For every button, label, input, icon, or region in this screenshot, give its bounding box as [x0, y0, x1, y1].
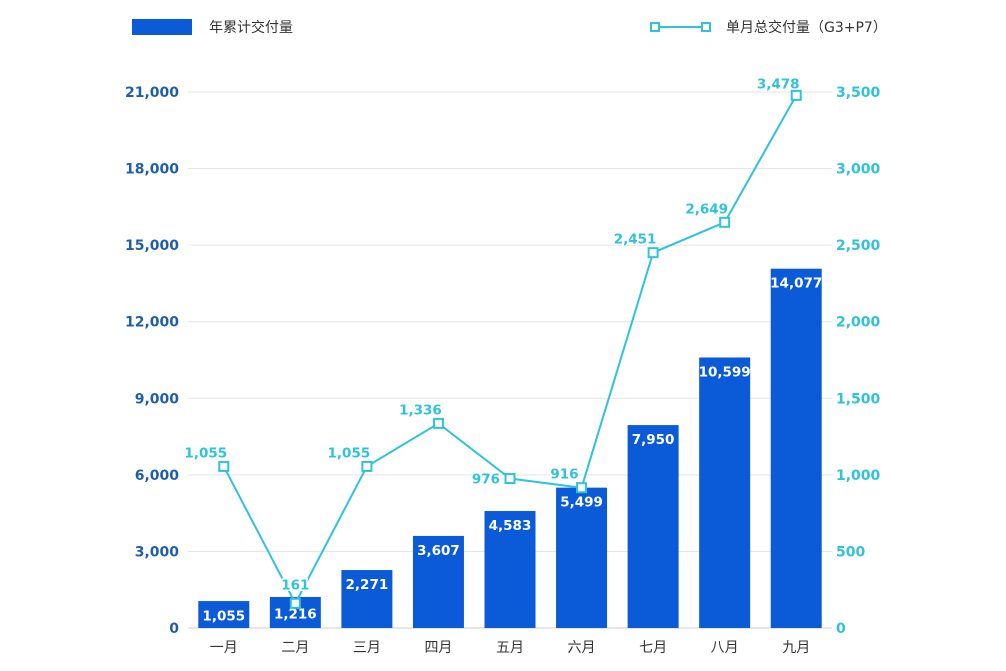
legend-bar-swatch	[132, 19, 192, 35]
bar-value-label: 5,499	[560, 495, 603, 511]
bar-value-label: 1,055	[202, 609, 245, 625]
line-series: 1,055 161 1,055 1,336 976 916 2,451 2,649 3,478	[183, 75, 802, 609]
line-value-label: 916	[550, 467, 578, 483]
left-tick-label: 3,000	[135, 544, 180, 560]
left-tick-label: 15,000	[125, 238, 179, 254]
right-tick-label: 3,000	[836, 162, 881, 178]
line-point-marker[interactable]	[504, 473, 516, 485]
line-point-marker[interactable]	[432, 417, 444, 429]
right-y-axis: 0 500 1,000 1,500 2,000 2,500 3,000 3,500	[836, 85, 881, 637]
left-tick-label: 6,000	[135, 468, 180, 484]
bar-value-label: 10,599	[699, 364, 751, 380]
bar-value-label: 7,950	[632, 432, 675, 448]
bar-series: 1,055 1,216 2,271 3,607 4,583 5,499 7,950 10,59…	[198, 268, 822, 628]
legend-line-marker-right	[701, 22, 711, 32]
right-tick-label: 0	[836, 621, 846, 637]
legend-bar-label: 年累计交付量	[209, 19, 293, 36]
bar-value-label: 4,583	[489, 518, 532, 534]
category-label: 三月	[353, 640, 381, 656]
line-value-label: 2,451	[614, 232, 657, 248]
line-value-label: 2,649	[685, 201, 728, 217]
line-point-marker[interactable]	[647, 247, 659, 259]
line-value-label: 161	[281, 577, 309, 593]
line-point-marker[interactable]	[576, 482, 588, 494]
category-label: 七月	[639, 640, 667, 656]
line-value-label: 1,336	[399, 402, 442, 418]
left-tick-label: 18,000	[125, 162, 179, 178]
line-point-marker[interactable]	[719, 216, 731, 228]
line-value-label: 1,055	[328, 445, 371, 461]
line-value-label: 1,055	[184, 445, 227, 461]
legend-item-bar[interactable]: 年累计交付量	[132, 19, 293, 36]
line-point-marker[interactable]	[361, 460, 373, 472]
right-tick-label: 500	[836, 544, 865, 560]
left-y-axis: 0 3,000 6,000 9,000 12,000 15,000 18,000 21,000	[125, 85, 179, 637]
bar-value-label: 14,077	[770, 276, 822, 292]
bar[interactable]	[341, 570, 393, 628]
bar[interactable]	[484, 511, 536, 628]
bar[interactable]	[770, 268, 822, 628]
left-tick-label: 12,000	[125, 315, 179, 331]
line-point-marker[interactable]	[289, 597, 301, 609]
x-axis: 一月 二月 三月 四月 五月 六月 七月 八月 九月	[210, 640, 810, 656]
right-tick-label: 2,000	[836, 315, 881, 331]
category-label: 四月	[424, 640, 452, 656]
legend: 年累计交付量 单月总交付量（G3+P7）	[132, 19, 887, 36]
bar[interactable]	[556, 487, 608, 628]
bar-value-label: 1,216	[274, 606, 317, 622]
line-point-marker[interactable]	[790, 89, 802, 101]
bar[interactable]	[627, 425, 679, 628]
category-label: 六月	[568, 640, 596, 656]
left-tick-label: 21,000	[125, 85, 179, 101]
line-value-label: 3,478	[757, 76, 800, 92]
left-tick-label: 0	[169, 621, 179, 637]
right-tick-label: 1,000	[836, 468, 881, 484]
line-value-label: 976	[472, 472, 500, 488]
bar[interactable]	[699, 357, 751, 628]
bar[interactable]	[198, 601, 250, 628]
right-tick-label: 1,500	[836, 391, 881, 407]
right-tick-label: 3,500	[836, 85, 881, 101]
legend-line-marker-left	[650, 22, 660, 32]
category-label: 五月	[496, 640, 524, 656]
category-label: 八月	[711, 640, 739, 656]
bar[interactable]	[412, 535, 464, 628]
grid	[188, 91, 832, 629]
category-label: 二月	[281, 640, 309, 656]
left-tick-label: 9,000	[135, 391, 180, 407]
bar-value-label: 2,271	[346, 577, 389, 593]
legend-line-label: 单月总交付量（G3+P7）	[726, 19, 887, 36]
line-point-marker[interactable]	[218, 460, 230, 472]
category-label: 九月	[782, 640, 810, 656]
right-tick-label: 2,500	[836, 238, 881, 254]
bar-value-label: 3,607	[417, 543, 460, 559]
category-label: 一月	[210, 640, 238, 656]
legend-item-line[interactable]: 单月总交付量（G3+P7）	[650, 19, 887, 36]
